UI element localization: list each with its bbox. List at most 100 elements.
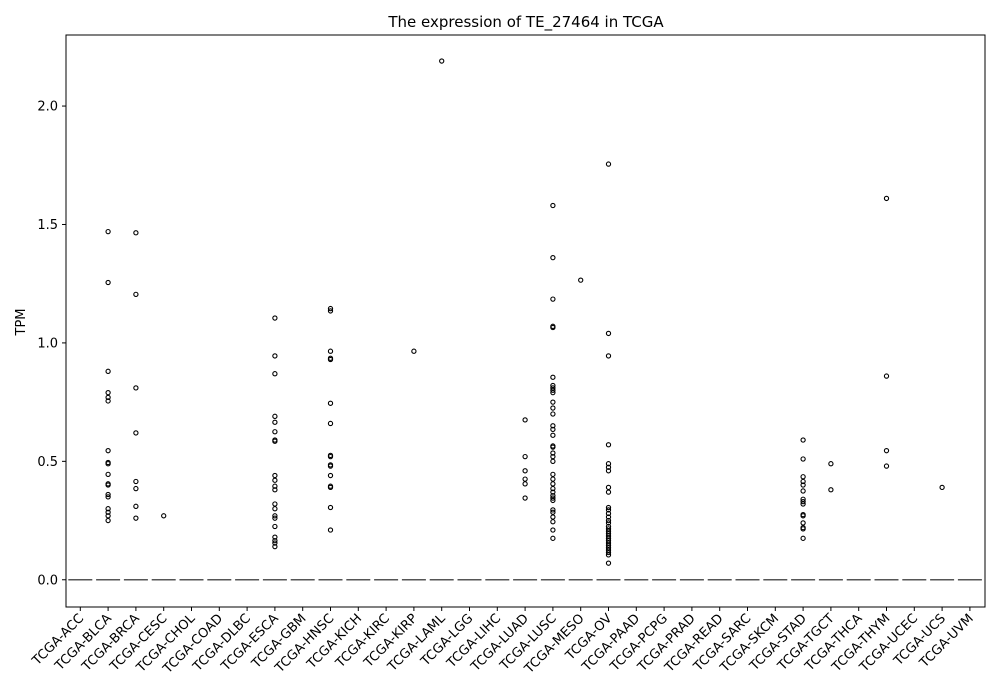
outlier-point: [550, 497, 556, 504]
outlier-point: [327, 305, 334, 312]
outlier-point: [550, 423, 556, 429]
outlier-point: [550, 432, 556, 438]
outlier-point: [605, 161, 612, 167]
outlier-point: [105, 509, 111, 515]
outlier-point: [605, 442, 612, 448]
outlier-point: [105, 368, 111, 374]
outlier-point: [550, 458, 556, 464]
outlier-point: [800, 526, 806, 532]
outlier-point: [550, 535, 556, 541]
outlier-point: [105, 461, 111, 467]
outlier-point: [327, 527, 334, 533]
outlier-point: [605, 507, 612, 513]
outlier-point: [272, 523, 278, 530]
outlier-point: [272, 534, 278, 540]
outlier-point: [550, 426, 556, 433]
plot-area: 0.00.51.01.52.0TCGA-ACCTCGA-BLCATCGA-BRC…: [29, 58, 982, 677]
outlier-point: [522, 481, 528, 487]
outlier-point: [800, 478, 806, 485]
outlier-point: [550, 471, 556, 478]
outlier-point: [605, 520, 612, 526]
outlier-point: [800, 520, 806, 526]
outlier-point: [800, 535, 806, 541]
outlier-point: [133, 385, 139, 391]
outlier-point: [133, 291, 139, 298]
outlier-point: [133, 478, 139, 485]
y-tick-label: 0.0: [37, 573, 58, 588]
outlier-point: [133, 430, 139, 436]
outlier-point: [105, 491, 111, 498]
outlier-point: [327, 348, 334, 354]
outlier-point: [327, 400, 334, 406]
outlier-point: [272, 506, 278, 512]
outlier-point: [105, 394, 111, 401]
y-axis-label: TPM: [14, 309, 29, 337]
outlier-point: [272, 419, 278, 425]
outlier-point: [272, 487, 278, 493]
outlier-point: [439, 58, 445, 64]
outlier-point: [578, 277, 584, 283]
outlier-point: [800, 501, 806, 507]
outlier-point: [105, 279, 111, 286]
outlier-point: [550, 450, 556, 456]
outlier-point: [327, 356, 334, 363]
outlier-point: [800, 437, 806, 443]
outlier-point: [105, 398, 111, 404]
outlier-point: [883, 463, 890, 469]
outlier-point: [939, 484, 945, 491]
outlier-point: [272, 472, 278, 479]
outlier-point: [605, 484, 612, 491]
outlier-point: [605, 514, 612, 520]
outlier-point: [105, 448, 111, 454]
outlier-point: [133, 515, 139, 521]
outlier-point: [550, 374, 556, 380]
outlier-point: [828, 461, 834, 467]
y-tick-label: 2.0: [37, 100, 58, 115]
outlier-point: [327, 463, 334, 469]
outlier-point: [327, 504, 334, 511]
outlier-point: [605, 464, 612, 470]
outlier-point: [105, 517, 111, 524]
outlier-point: [272, 371, 278, 377]
outlier-point: [550, 507, 556, 513]
outlier-point: [522, 476, 528, 482]
outlier-point: [550, 481, 556, 487]
outlier-point: [522, 417, 528, 423]
y-tick-label: 1.0: [37, 336, 58, 351]
outlier-point: [800, 488, 806, 494]
outlier-point: [550, 444, 556, 450]
outlier-point: [272, 353, 278, 359]
outlier-point: [327, 484, 334, 491]
outlier-point: [522, 468, 528, 474]
outlier-point: [272, 438, 278, 444]
outlier-point: [800, 498, 806, 505]
y-tick-label: 1.5: [37, 218, 58, 233]
outlier-point: [272, 543, 278, 550]
outlier-point: [327, 453, 334, 460]
outlier-point: [105, 471, 111, 478]
outlier-point: [105, 494, 111, 500]
outlier-point: [550, 399, 556, 405]
outlier-point: [133, 485, 139, 492]
outlier-point: [133, 230, 139, 236]
outlier-point: [550, 387, 556, 393]
outlier-point: [105, 228, 111, 235]
outlier-point: [272, 501, 278, 507]
outlier-point: [272, 477, 278, 483]
outlier-point: [800, 474, 806, 480]
outlier-point: [327, 472, 334, 479]
plot-frame: [65, 34, 986, 608]
outlier-point: [522, 495, 528, 501]
outlier-point: [550, 489, 556, 495]
outlier-point: [550, 254, 556, 261]
outlier-point: [272, 429, 278, 435]
outlier-point: [550, 405, 556, 411]
outlier-point: [883, 373, 890, 379]
outlier-point: [272, 540, 278, 546]
outlier-point: [272, 538, 278, 544]
outlier-point: [327, 308, 334, 314]
outlier-point: [800, 513, 806, 519]
outlier-point: [272, 315, 278, 321]
